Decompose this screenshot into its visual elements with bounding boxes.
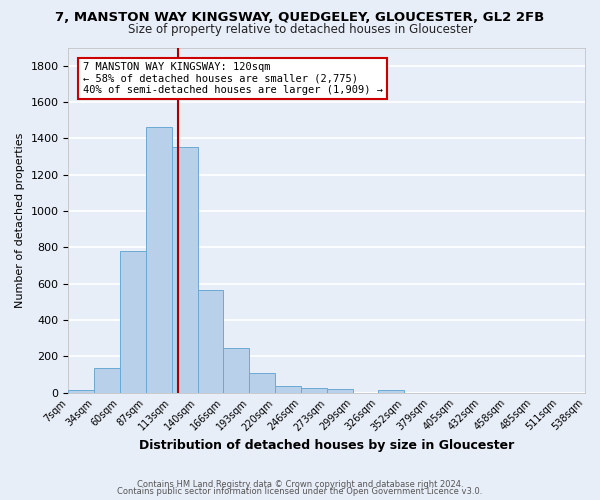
Bar — [327, 389, 353, 393]
Bar — [379, 390, 404, 393]
Bar — [94, 368, 120, 393]
Bar — [301, 388, 327, 393]
Bar — [197, 290, 223, 393]
Text: Contains HM Land Registry data © Crown copyright and database right 2024.: Contains HM Land Registry data © Crown c… — [137, 480, 463, 489]
Text: 7, MANSTON WAY KINGSWAY, QUEDGELEY, GLOUCESTER, GL2 2FB: 7, MANSTON WAY KINGSWAY, QUEDGELEY, GLOU… — [55, 11, 545, 24]
X-axis label: Distribution of detached houses by size in Gloucester: Distribution of detached houses by size … — [139, 440, 514, 452]
Bar — [275, 386, 301, 393]
Text: Contains public sector information licensed under the Open Government Licence v3: Contains public sector information licen… — [118, 488, 482, 496]
Text: Size of property relative to detached houses in Gloucester: Size of property relative to detached ho… — [128, 22, 473, 36]
Y-axis label: Number of detached properties: Number of detached properties — [15, 132, 25, 308]
Bar — [68, 390, 94, 393]
Bar — [223, 348, 249, 393]
Bar — [249, 373, 275, 393]
Bar — [120, 251, 146, 393]
Text: 7 MANSTON WAY KINGSWAY: 120sqm
← 58% of detached houses are smaller (2,775)
40% : 7 MANSTON WAY KINGSWAY: 120sqm ← 58% of … — [83, 62, 383, 95]
Bar — [172, 146, 197, 393]
Bar — [146, 128, 172, 393]
